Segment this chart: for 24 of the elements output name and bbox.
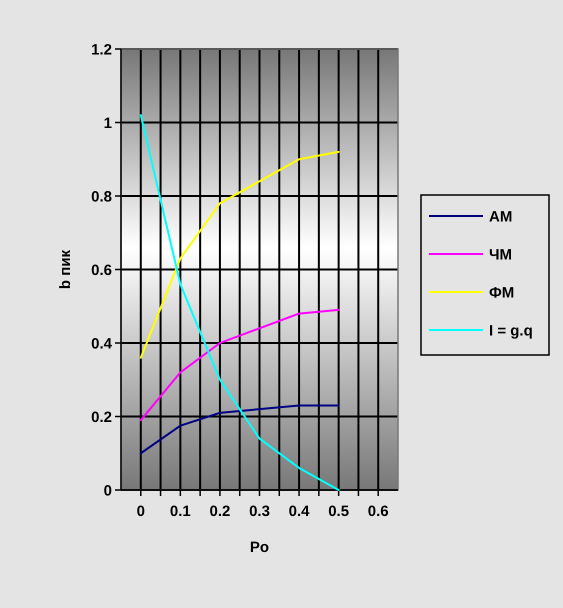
x-tick-label: 0.3	[249, 503, 270, 520]
y-tick-label: 0.4	[91, 335, 113, 352]
x-tick-label: 0.5	[328, 503, 350, 520]
legend-label: I = g.q	[489, 322, 533, 340]
y-tick-label: 0.8	[91, 188, 112, 206]
y-axis-title: b пик	[57, 249, 74, 290]
x-tick-label: 0.1	[170, 503, 191, 520]
legend-label: АМ	[489, 208, 512, 226]
y-tick-label: 1.2	[91, 41, 112, 58]
line-series	[140, 308, 340, 422]
x-tick-label: 0.2	[210, 503, 230, 520]
legend-label: ЧМ	[489, 246, 512, 264]
y-tick-label: 1	[104, 114, 112, 132]
line-series	[140, 114, 340, 491]
x-tick-label: 0.4	[288, 503, 310, 520]
line-series	[140, 404, 340, 454]
x-tick-label: 0	[136, 503, 145, 520]
line-series	[140, 150, 340, 359]
y-tick-label: 0.2	[91, 408, 112, 426]
x-axis-title: Po	[250, 539, 270, 556]
y-tick-label: 0.6	[91, 262, 112, 279]
y-tick-label: 0	[104, 482, 112, 500]
legend-label: ФМ	[489, 284, 514, 302]
x-tick-label: 0.6	[368, 503, 389, 520]
